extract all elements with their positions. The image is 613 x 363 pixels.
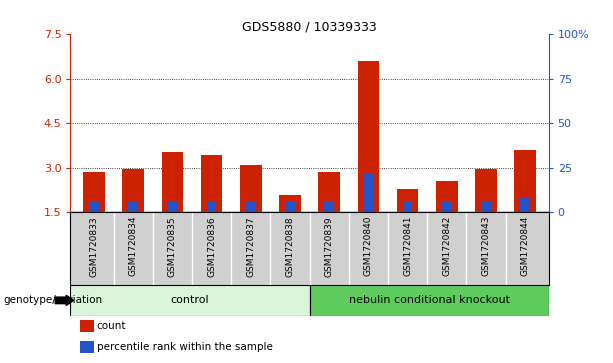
Bar: [123, 170, 144, 212]
Bar: [318, 172, 340, 212]
Text: GSM1720842: GSM1720842: [442, 216, 451, 276]
Bar: [201, 155, 223, 212]
Text: GSM1720836: GSM1720836: [207, 216, 216, 277]
Text: GSM1720844: GSM1720844: [520, 216, 530, 276]
Bar: [240, 165, 262, 212]
Bar: [357, 61, 379, 212]
Bar: [83, 172, 105, 212]
Text: GSM1720838: GSM1720838: [286, 216, 294, 277]
Bar: [475, 170, 497, 212]
Bar: [436, 181, 457, 212]
Text: GSM1720834: GSM1720834: [129, 216, 138, 277]
Text: GSM1720843: GSM1720843: [481, 216, 490, 277]
Title: GDS5880 / 10339333: GDS5880 / 10339333: [242, 20, 377, 33]
Bar: [279, 195, 301, 212]
Bar: [89, 202, 99, 212]
Text: control: control: [170, 295, 210, 305]
Bar: [207, 202, 216, 212]
Bar: [80, 341, 94, 353]
FancyBboxPatch shape: [310, 285, 549, 316]
Bar: [167, 202, 177, 212]
Bar: [481, 202, 491, 212]
Text: GSM1720837: GSM1720837: [246, 216, 255, 277]
Bar: [520, 198, 530, 212]
Text: GSM1720833: GSM1720833: [89, 216, 99, 277]
Bar: [324, 202, 334, 212]
Bar: [364, 173, 373, 212]
Bar: [514, 150, 536, 212]
Text: genotype/variation: genotype/variation: [3, 295, 102, 305]
Text: GSM1720841: GSM1720841: [403, 216, 412, 277]
Bar: [246, 202, 256, 212]
Bar: [128, 202, 138, 212]
Text: nebulin conditional knockout: nebulin conditional knockout: [349, 295, 509, 305]
Text: count: count: [97, 321, 126, 331]
Bar: [285, 202, 295, 212]
FancyBboxPatch shape: [70, 285, 310, 316]
Bar: [403, 202, 413, 212]
Text: GSM1720835: GSM1720835: [168, 216, 177, 277]
Bar: [397, 189, 418, 212]
Text: percentile rank within the sample: percentile rank within the sample: [97, 342, 273, 352]
Bar: [442, 202, 452, 212]
Text: GSM1720839: GSM1720839: [325, 216, 333, 277]
Bar: [80, 321, 94, 332]
Bar: [162, 152, 183, 212]
Text: GSM1720840: GSM1720840: [364, 216, 373, 277]
